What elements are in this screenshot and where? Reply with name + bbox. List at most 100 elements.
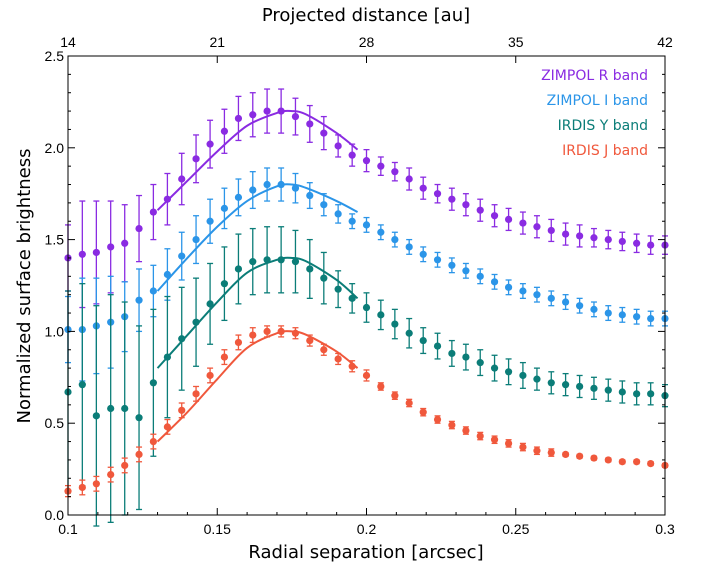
ticks-layer: 0.1 0.15 0.2 0.25 0.3 0.0 0.5 1.0 1.5 2.0 2.514 21 2…: [45, 34, 675, 537]
data-point: [476, 206, 484, 214]
data-point: [348, 294, 356, 302]
data-point: [135, 224, 143, 233]
data-point: [391, 392, 399, 400]
data-point: [135, 296, 143, 304]
data-point: [547, 379, 555, 387]
data-point: [135, 414, 143, 422]
data-point: [590, 305, 598, 313]
x-tick-label: 0.1: [58, 521, 78, 537]
data-point: [320, 346, 328, 354]
fit-curve: [156, 183, 359, 292]
data-point: [334, 285, 342, 293]
data-point: [433, 256, 442, 264]
data-point: [490, 364, 499, 372]
y-tick-label: 0.0: [45, 507, 65, 523]
fit-curve: [156, 256, 359, 369]
data-point: [618, 311, 626, 319]
data-point: [291, 184, 300, 192]
data-point: [334, 355, 342, 363]
data-point: [206, 217, 214, 225]
data-point: [306, 120, 314, 128]
data-point: [433, 342, 442, 350]
top-tick-label: 21: [209, 34, 225, 50]
data-point: [192, 236, 200, 244]
data-point: [490, 212, 499, 220]
data-point: [78, 483, 86, 492]
data-point: [547, 448, 555, 457]
data-point: [533, 291, 541, 299]
data-point: [419, 408, 427, 416]
data-point: [590, 384, 598, 392]
data-point: [334, 142, 342, 150]
data-point: [306, 265, 314, 273]
data-point: [377, 311, 385, 319]
data-point: [92, 480, 100, 488]
data-point: [107, 243, 115, 251]
data-point: [519, 371, 527, 380]
data-point: [320, 201, 328, 209]
data-point: [448, 261, 456, 269]
data-point: [163, 423, 172, 431]
data-point: [220, 204, 229, 212]
data-point: [320, 129, 328, 137]
data-point: [234, 338, 243, 347]
series-layer: [64, 88, 669, 527]
data-point: [149, 208, 157, 216]
data-point: [320, 274, 328, 282]
data-point: [220, 280, 229, 288]
data-point: [419, 250, 427, 258]
data-point: [604, 236, 612, 244]
data-point: [291, 112, 300, 121]
data-point: [604, 386, 612, 394]
data-point: [590, 234, 598, 242]
data-point: [504, 439, 513, 447]
data-point: [135, 450, 143, 459]
data-point: [448, 195, 456, 203]
data-point: [163, 270, 172, 279]
data-point: [121, 461, 129, 470]
data-point: [576, 232, 584, 240]
data-point: [633, 390, 641, 398]
data-point: [576, 452, 584, 460]
data-point: [291, 258, 300, 266]
top-tick-label: 35: [508, 34, 524, 50]
series-0: [64, 88, 669, 309]
data-point: [647, 459, 655, 468]
data-point: [561, 381, 570, 389]
data-point: [121, 239, 129, 247]
data-point: [504, 368, 513, 376]
data-point: [533, 223, 541, 231]
data-point: [263, 180, 271, 189]
data-point: [249, 111, 257, 119]
data-point: [647, 241, 655, 249]
data-point: [149, 287, 157, 295]
data-point: [561, 450, 570, 459]
data-point: [405, 399, 413, 407]
data-point: [561, 230, 570, 238]
data-point: [547, 294, 555, 302]
data-point: [618, 458, 626, 466]
data-point: [263, 107, 271, 115]
data-point: [192, 390, 200, 398]
data-point: [220, 127, 229, 135]
top-tick-label: 14: [60, 34, 76, 50]
data-point: [547, 226, 555, 235]
data-point: [476, 272, 484, 280]
data-point: [519, 443, 527, 451]
data-point: [149, 379, 157, 387]
legend-entry: ZIMPOL I band: [547, 93, 648, 109]
data-point: [490, 436, 499, 444]
data-point: [178, 406, 186, 414]
data-point: [462, 267, 470, 275]
data-point: [433, 415, 442, 424]
data-point: [362, 221, 371, 229]
data-point: [206, 300, 214, 308]
data-point: [448, 349, 456, 358]
data-point: [206, 140, 214, 148]
fit-curve: [156, 330, 359, 443]
data-point: [149, 437, 157, 446]
data-point: [504, 283, 513, 291]
x-axis-title: Radial separation [arcsec]: [248, 542, 483, 563]
x-tick-label: 0.2: [357, 521, 377, 537]
